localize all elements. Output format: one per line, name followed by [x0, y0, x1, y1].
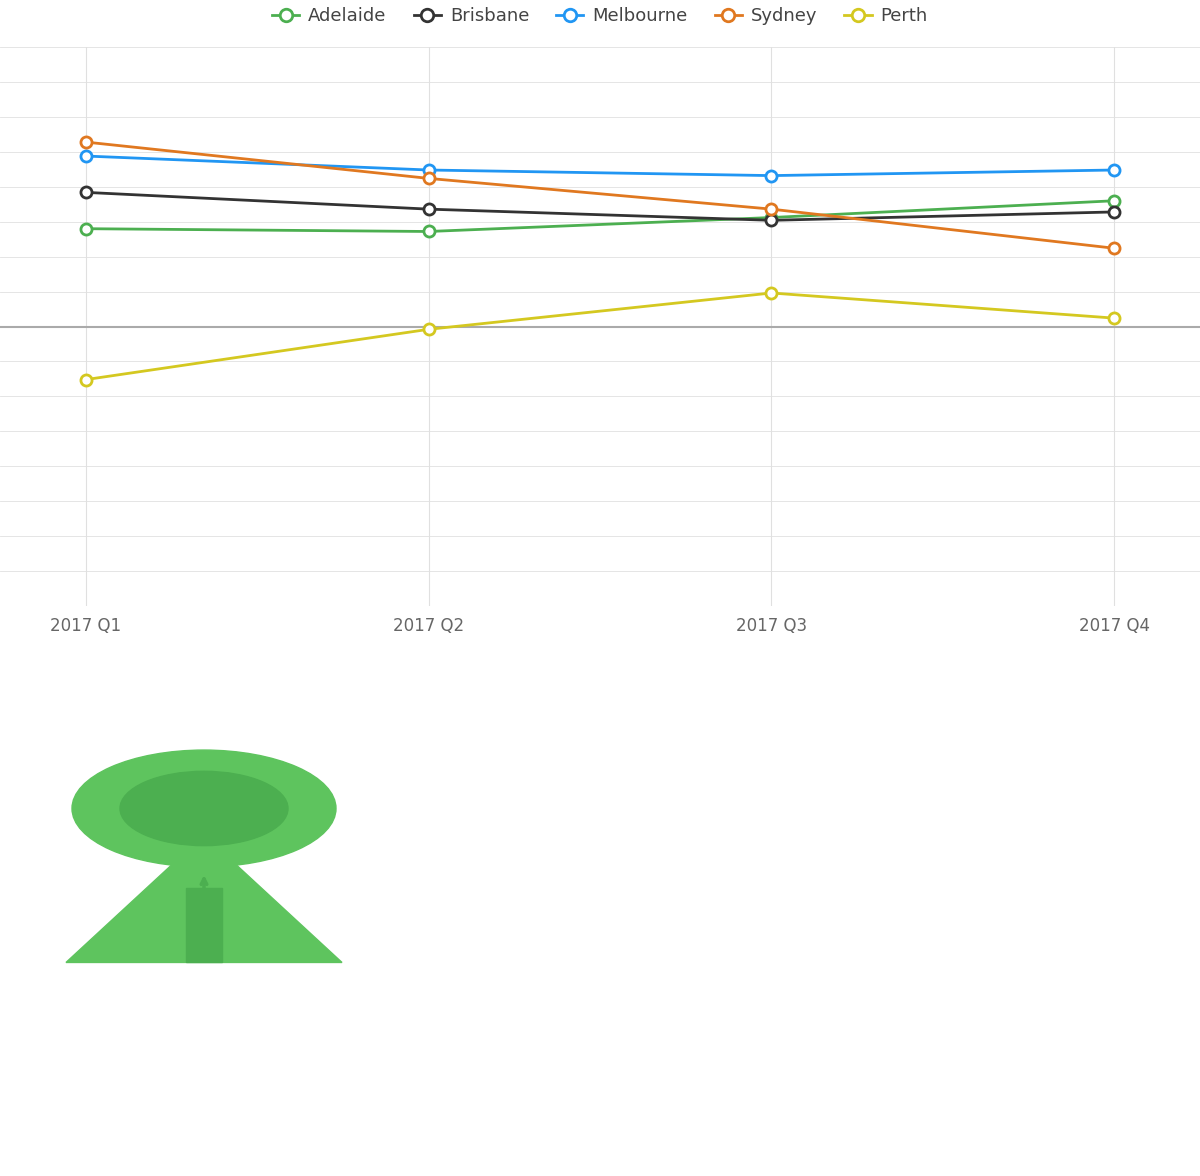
Sydney: [421, 172, 436, 186]
Line: Melbourne: Melbourne: [80, 151, 1120, 181]
Brisbane: [764, 213, 779, 227]
Adelaide: [764, 211, 779, 225]
Text: 5.4: 5.4: [882, 906, 912, 924]
Brisbane: [78, 186, 92, 200]
Text: Perth: Perth: [402, 977, 452, 996]
Melbourne: [78, 149, 92, 163]
Text: 4.5: 4.5: [1008, 762, 1038, 781]
Text: 3.8: 3.8: [882, 834, 912, 853]
Circle shape: [72, 750, 336, 867]
Text: 4.2: 4.2: [882, 1049, 912, 1068]
Text: 3.9: 3.9: [882, 762, 912, 781]
Adelaide: [421, 225, 436, 239]
Text: Brisbane: Brisbane: [402, 834, 487, 853]
Adelaide: [1108, 194, 1122, 208]
Line: Sydney: Sydney: [80, 136, 1120, 254]
Text: Q1/17: Q1/17: [616, 690, 674, 709]
Line: Perth: Perth: [80, 287, 1120, 386]
Sydney: [78, 135, 92, 149]
Circle shape: [120, 771, 288, 846]
Text: 6.6: 6.6: [630, 1049, 660, 1068]
Text: 5.3: 5.3: [756, 1049, 786, 1068]
Melbourne: [421, 163, 436, 178]
Text: 4.8: 4.8: [630, 834, 660, 853]
Line: Brisbane: Brisbane: [80, 187, 1120, 226]
Text: 2.8: 2.8: [1008, 1049, 1038, 1068]
Text: Melbourne: Melbourne: [402, 906, 505, 924]
Perth: [1108, 312, 1122, 326]
Text: Q2/17: Q2/17: [742, 690, 800, 709]
Text: Q4/17: Q4/17: [994, 690, 1052, 709]
Text: Q3/17: Q3/17: [868, 690, 926, 709]
Text: 3.5: 3.5: [630, 762, 660, 781]
Text: Sydney: Sydney: [402, 1049, 474, 1068]
Text: Adelaide: Adelaide: [402, 762, 487, 781]
Sydney: [764, 202, 779, 216]
Sydney: [1108, 241, 1122, 255]
Text: 0.3: 0.3: [1008, 977, 1038, 996]
Line: Adelaide: Adelaide: [80, 195, 1120, 238]
Text: -0.1: -0.1: [752, 977, 790, 996]
Text: 4.2: 4.2: [756, 834, 786, 853]
Perth: [764, 286, 779, 300]
Brisbane: [1108, 205, 1122, 219]
Text: 5.6: 5.6: [756, 906, 786, 924]
Text: 4.1: 4.1: [1008, 834, 1038, 853]
Polygon shape: [66, 835, 342, 962]
Perth: [78, 373, 92, 387]
Perth: [421, 322, 436, 336]
Text: 5.6: 5.6: [1008, 906, 1038, 924]
Adelaide: [78, 221, 92, 235]
Legend: Adelaide, Brisbane, Melbourne, Sydney, Perth: Adelaide, Brisbane, Melbourne, Sydney, P…: [265, 0, 935, 33]
Text: -1.9: -1.9: [626, 977, 664, 996]
Melbourne: [1108, 163, 1122, 178]
Brisbane: [421, 202, 436, 216]
Melbourne: [764, 168, 779, 182]
Text: 3.4: 3.4: [756, 762, 786, 781]
FancyArrow shape: [186, 888, 222, 962]
Text: 6.1: 6.1: [630, 906, 660, 924]
Text: 1.2: 1.2: [882, 977, 912, 996]
